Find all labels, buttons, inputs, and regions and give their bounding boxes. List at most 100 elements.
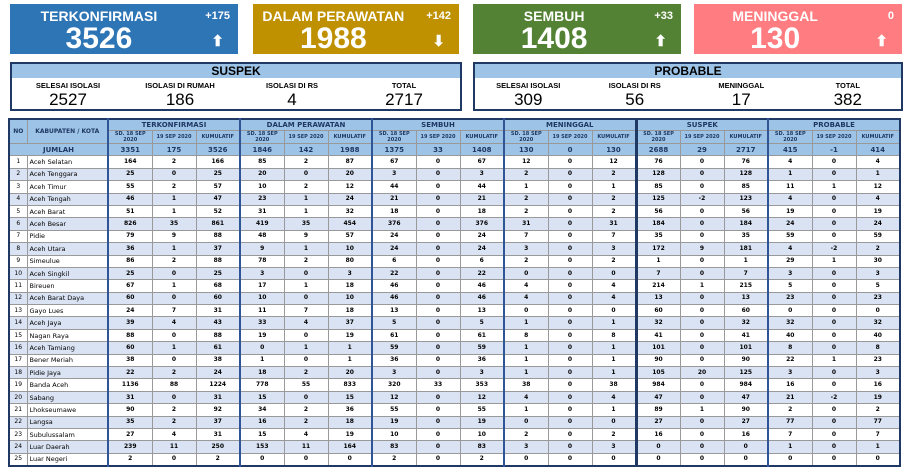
district-name: Lhokseumawe — [26, 403, 109, 417]
table-row: 14 Aceh Jaya 39 4 43 33 4 37 5 0 5 1 0 1 32 0 32 32 0 32 — [8, 316, 901, 330]
value-cell: 2 — [503, 254, 549, 268]
value-cell: 36 — [371, 353, 417, 368]
value-cell: 0 — [547, 155, 593, 169]
value-cell: 1 — [327, 341, 373, 355]
value-cell: 87 — [327, 155, 373, 169]
card-value: 3526 — [65, 22, 133, 55]
value-cell: 19 — [767, 204, 813, 219]
value-cell: 24 — [459, 242, 505, 256]
value-cell: 0 — [811, 167, 857, 182]
value-cell: 0 — [767, 304, 813, 318]
probable-panel: PROBABLE SELESAI ISOLASI 309 ISOLASI DI RS… — [473, 62, 903, 111]
value-cell: 0 — [679, 316, 725, 330]
value-cell: 0 — [547, 427, 593, 442]
value-cell: 2 — [283, 366, 329, 380]
value-cell: 0 — [679, 180, 725, 194]
value-cell: 67 — [459, 155, 505, 169]
value-cell: 3 — [459, 366, 505, 380]
total-cell: 130 — [503, 142, 549, 157]
value-cell: 61 — [371, 328, 417, 343]
value-cell: 16 — [634, 427, 681, 442]
value-cell: 90 — [723, 403, 769, 417]
value-cell: 3 — [503, 440, 549, 454]
value-cell: 3 — [371, 366, 417, 380]
value-cell: 0 — [151, 452, 197, 467]
total-cell: 414 — [855, 142, 901, 157]
district-name: Simeulue — [26, 254, 109, 268]
value-cell: 12 — [459, 390, 505, 405]
value-cell: 23 — [855, 353, 901, 368]
value-cell: 68 — [195, 279, 241, 293]
value-cell: 1 — [503, 341, 549, 355]
value-cell: 16 — [723, 427, 769, 442]
value-cell: 0 — [415, 415, 461, 430]
value-cell: 78 — [239, 254, 285, 268]
value-cell: 35 — [283, 217, 329, 231]
value-cell: 0 — [767, 452, 813, 467]
value-cell: 24 — [371, 242, 417, 256]
value-cell: 0 — [415, 316, 461, 330]
value-cell: 0 — [415, 353, 461, 368]
value-cell: 19 — [239, 328, 285, 343]
value-cell: 0 — [151, 353, 197, 368]
value-cell: 13 — [371, 304, 417, 318]
value-cell: 0 — [679, 378, 725, 392]
value-cell: 77 — [855, 415, 901, 430]
value-cell: 8 — [591, 328, 637, 343]
value-cell: 0 — [679, 291, 725, 306]
value-cell: 40 — [855, 328, 901, 343]
value-cell: 21 — [371, 192, 417, 206]
no-header: NO — [8, 118, 28, 144]
sub-header: 19 SEP 2020 — [415, 130, 461, 144]
district-name: Aceh Tengah — [26, 192, 109, 206]
value-cell: 128 — [723, 167, 769, 182]
district-name: Aceh Timur — [26, 180, 109, 194]
value-cell: 0 — [151, 266, 197, 281]
total-cell: 0 — [547, 142, 593, 157]
total-cell: 3351 — [107, 142, 153, 157]
value-cell: 0 — [679, 341, 725, 355]
value-cell: 31 — [195, 390, 241, 405]
stat-value: 4 — [287, 90, 297, 109]
value-cell: 1 — [151, 204, 197, 219]
value-cell: 0 — [679, 353, 725, 368]
total-cell: 1375 — [371, 142, 417, 157]
value-cell: 76 — [634, 155, 681, 169]
value-cell: -2 — [811, 390, 857, 405]
value-cell: 0 — [415, 192, 461, 206]
table-row: 3 Aceh Timur 55 2 57 10 2 12 44 0 44 1 0 1 85 0 85 11 1 12 — [8, 180, 901, 194]
value-cell: 22 — [371, 266, 417, 281]
value-cell: 0 — [547, 204, 593, 219]
value-cell: 18 — [459, 204, 505, 219]
value-cell: 3 — [503, 242, 549, 256]
table-row: 17 Bener Meriah 38 0 38 1 0 1 36 0 36 1 0 1 90 0 90 22 1 23 — [8, 353, 901, 368]
row-number: 15 — [8, 328, 28, 343]
sub-header: SD. 18 SEP 2020 — [634, 130, 681, 144]
value-cell: 19 — [327, 328, 373, 343]
row-number: 5 — [8, 204, 28, 219]
value-cell: 4 — [283, 316, 329, 330]
card-title: MENINGGAL — [732, 8, 818, 24]
district-name: Bener Meriah — [26, 353, 109, 368]
value-cell: 0 — [679, 155, 725, 169]
value-cell: 0 — [151, 328, 197, 343]
sub-header: SD. 18 SEP 2020 — [503, 130, 549, 144]
value-cell: 0 — [811, 440, 857, 454]
value-cell: 24 — [327, 192, 373, 206]
value-cell: 826 — [107, 217, 153, 231]
table-row: 20 Sabang 31 0 31 15 0 15 12 0 12 4 0 4 47 0 47 21 -2 19 — [8, 390, 901, 405]
value-cell: 2 — [283, 254, 329, 268]
table-row: 2 Aceh Tenggara 25 0 25 20 0 20 3 0 3 2 0 2 128 0 128 1 0 1 — [8, 167, 901, 182]
value-cell: 0 — [503, 415, 549, 430]
value-cell: 0 — [415, 242, 461, 256]
value-cell: 85 — [723, 180, 769, 194]
stat-value: 2527 — [49, 90, 87, 109]
value-cell: 0 — [591, 415, 637, 430]
value-cell: 15 — [327, 390, 373, 405]
arrow-down-icon: ⬇ — [432, 33, 445, 50]
value-cell: 0 — [679, 390, 725, 405]
value-cell: 1 — [591, 403, 637, 417]
value-cell: 1 — [811, 353, 857, 368]
cases-by-district-table: NO KABUPATEN / KOTA TERKONFIRMASI DALAM PER… — [8, 118, 901, 467]
value-cell: 1 — [767, 167, 813, 182]
